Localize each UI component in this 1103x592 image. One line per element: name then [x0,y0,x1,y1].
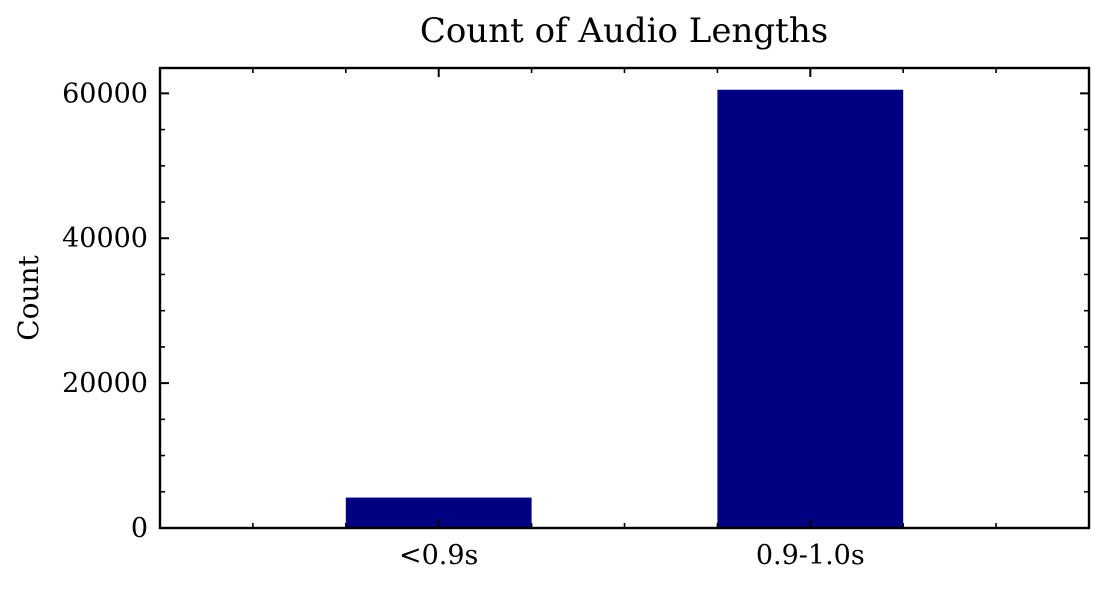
bar-1 [717,89,904,528]
chart-title: Count of Audio Lengths [420,11,828,51]
bars-layer [345,89,904,528]
y-tick-label: 40000 [62,223,148,254]
x-tick-label: <0.9s [399,540,478,571]
y-axis-label: Count [12,254,45,340]
plot-frame [158,66,1091,530]
y-tick-label: 0 [131,513,148,544]
ticks-layer: 0 20000 40000 60000 <0.9s 0.9-1.0s [62,68,1089,571]
y-tick-label: 20000 [62,368,148,399]
y-tick-label: 60000 [62,78,148,109]
x-tick-label: 0.9-1.0s [756,540,865,571]
